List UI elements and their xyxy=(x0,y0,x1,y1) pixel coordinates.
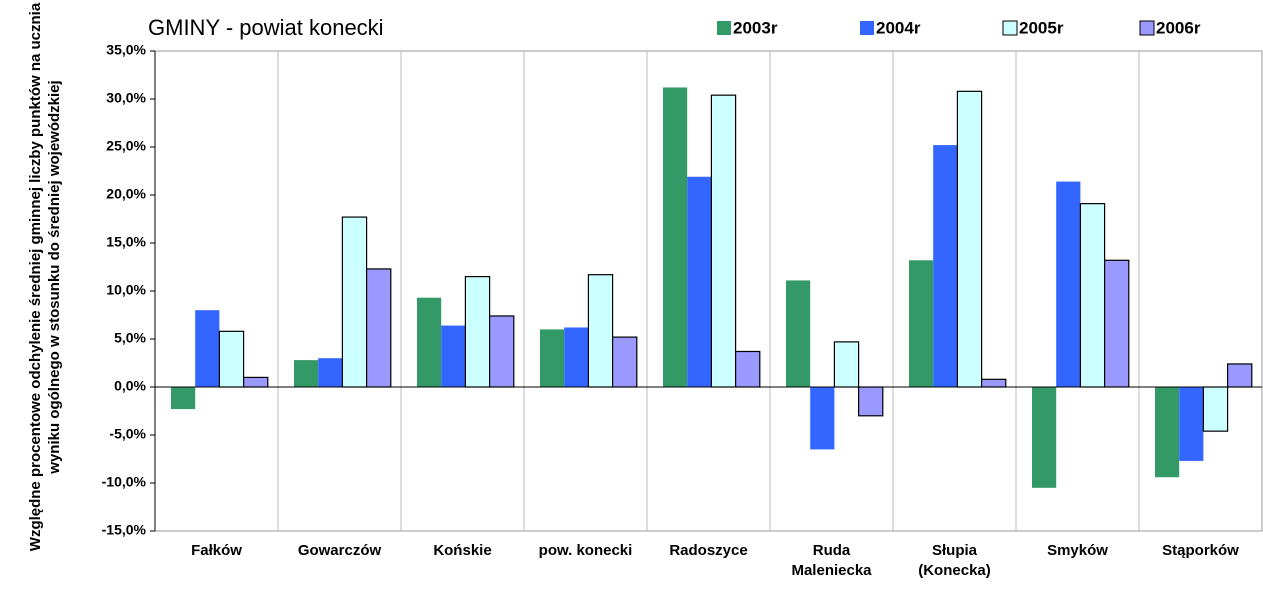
bar xyxy=(564,327,589,387)
y-tick-label: 25,0% xyxy=(106,138,146,154)
bar xyxy=(980,378,1007,388)
bar xyxy=(663,87,688,387)
y-tick-label: 20,0% xyxy=(106,186,146,202)
y-axis-title: Względne procentowe odchylenie średniej … xyxy=(27,2,63,552)
y-tick-label: 5,0% xyxy=(114,330,146,346)
legend-label: 2003r xyxy=(733,18,778,37)
bar xyxy=(441,325,466,387)
bar xyxy=(218,330,245,388)
bar xyxy=(1056,181,1081,387)
bar xyxy=(1079,203,1106,388)
legend-swatch xyxy=(1139,20,1155,36)
legend-label: 2004r xyxy=(876,18,921,37)
x-tick-label: Słupia (Konecka) xyxy=(918,542,991,579)
bar xyxy=(909,260,934,387)
bar xyxy=(489,315,515,388)
bar xyxy=(1155,387,1180,478)
legend-swatch xyxy=(717,21,731,35)
bar xyxy=(294,360,319,387)
bar xyxy=(786,280,811,387)
bar xyxy=(341,216,368,388)
y-tick-label: -15,0% xyxy=(102,522,147,538)
bar xyxy=(710,94,737,388)
legend-swatch xyxy=(860,21,874,35)
bar xyxy=(195,310,220,387)
legend-label: 2006r xyxy=(1156,18,1201,37)
legend-label: 2005r xyxy=(1019,18,1064,37)
bar xyxy=(611,336,638,388)
bar xyxy=(1226,363,1253,388)
x-tick-label: Gowarczów xyxy=(297,542,382,559)
bar xyxy=(1103,259,1130,388)
y-tick-label: -10,0% xyxy=(102,474,147,490)
y-tick-label: 15,0% xyxy=(106,234,146,250)
bar xyxy=(171,387,196,410)
bar xyxy=(1202,386,1229,432)
bar xyxy=(1179,387,1204,461)
chart-title: GMINY - powiat konecki xyxy=(148,15,384,40)
bar xyxy=(417,297,442,387)
y-tick-label: 35,0% xyxy=(106,42,146,58)
x-tick-label: Końskie xyxy=(433,542,492,559)
y-tick-label: 10,0% xyxy=(106,282,146,298)
bar xyxy=(810,387,835,450)
x-tick-label: Stąporków xyxy=(1162,542,1239,559)
legend-swatch xyxy=(1002,20,1018,36)
bar xyxy=(956,90,983,388)
bar xyxy=(318,358,343,387)
bar xyxy=(243,376,269,388)
bar xyxy=(857,386,884,417)
y-tick-label: 30,0% xyxy=(106,90,146,106)
bar xyxy=(366,268,392,388)
y-tick-label: 0,0% xyxy=(114,378,146,394)
bar xyxy=(587,274,614,388)
y-tick-label: -5,0% xyxy=(109,426,146,442)
bar xyxy=(1032,387,1057,488)
x-tick-label: Fałków xyxy=(191,542,242,559)
x-tick-label: Radoszyce xyxy=(669,542,748,559)
bar xyxy=(464,276,491,388)
bar xyxy=(687,176,712,387)
x-tick-label: pow. konecki xyxy=(538,542,633,559)
x-tick-label: Smyków xyxy=(1047,542,1108,559)
bar xyxy=(540,329,565,387)
x-tick-label: Ruda Maleniecka xyxy=(791,542,872,579)
bar xyxy=(833,341,860,388)
bar xyxy=(933,145,958,387)
bar xyxy=(734,350,761,388)
